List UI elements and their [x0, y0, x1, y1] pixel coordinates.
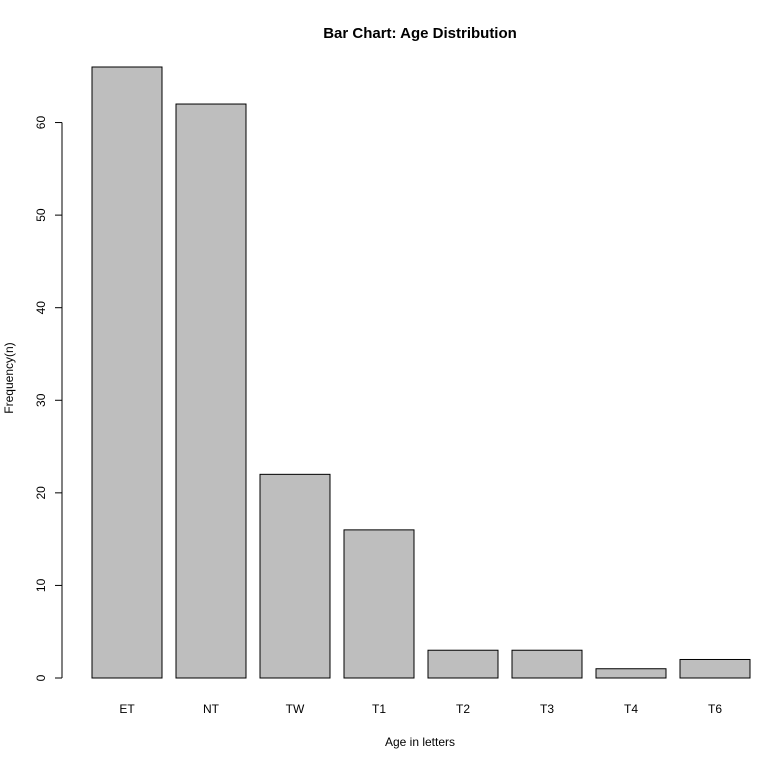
y-tick-label: 20 — [34, 486, 48, 500]
x-tick-label: TW — [286, 702, 305, 716]
bar — [259, 473, 331, 679]
bar — [91, 66, 163, 679]
x-tick-label: ET — [119, 702, 135, 716]
bar — [427, 649, 499, 679]
x-axis-label: Age in letters — [385, 735, 455, 749]
y-tick-label: 40 — [34, 301, 48, 315]
x-tick-label: T2 — [456, 702, 470, 716]
bar — [343, 529, 415, 679]
bar — [175, 103, 247, 679]
x-tick-label: NT — [203, 702, 220, 716]
bar — [679, 658, 751, 679]
chart-title: Bar Chart: Age Distribution — [323, 25, 517, 42]
y-tick-label: 60 — [34, 116, 48, 130]
y-tick-label: 10 — [34, 578, 48, 592]
bar — [595, 668, 667, 679]
x-tick-label: T6 — [708, 702, 722, 716]
y-tick-label: 30 — [34, 393, 48, 407]
y-tick-label: 0 — [34, 674, 48, 681]
x-tick-label: T3 — [540, 702, 554, 716]
x-tick-label: T1 — [372, 702, 386, 716]
bar — [511, 649, 583, 679]
y-axis-label: Frequency(n) — [2, 342, 16, 413]
x-tick-label: T4 — [624, 702, 638, 716]
y-tick-label: 50 — [34, 208, 48, 222]
